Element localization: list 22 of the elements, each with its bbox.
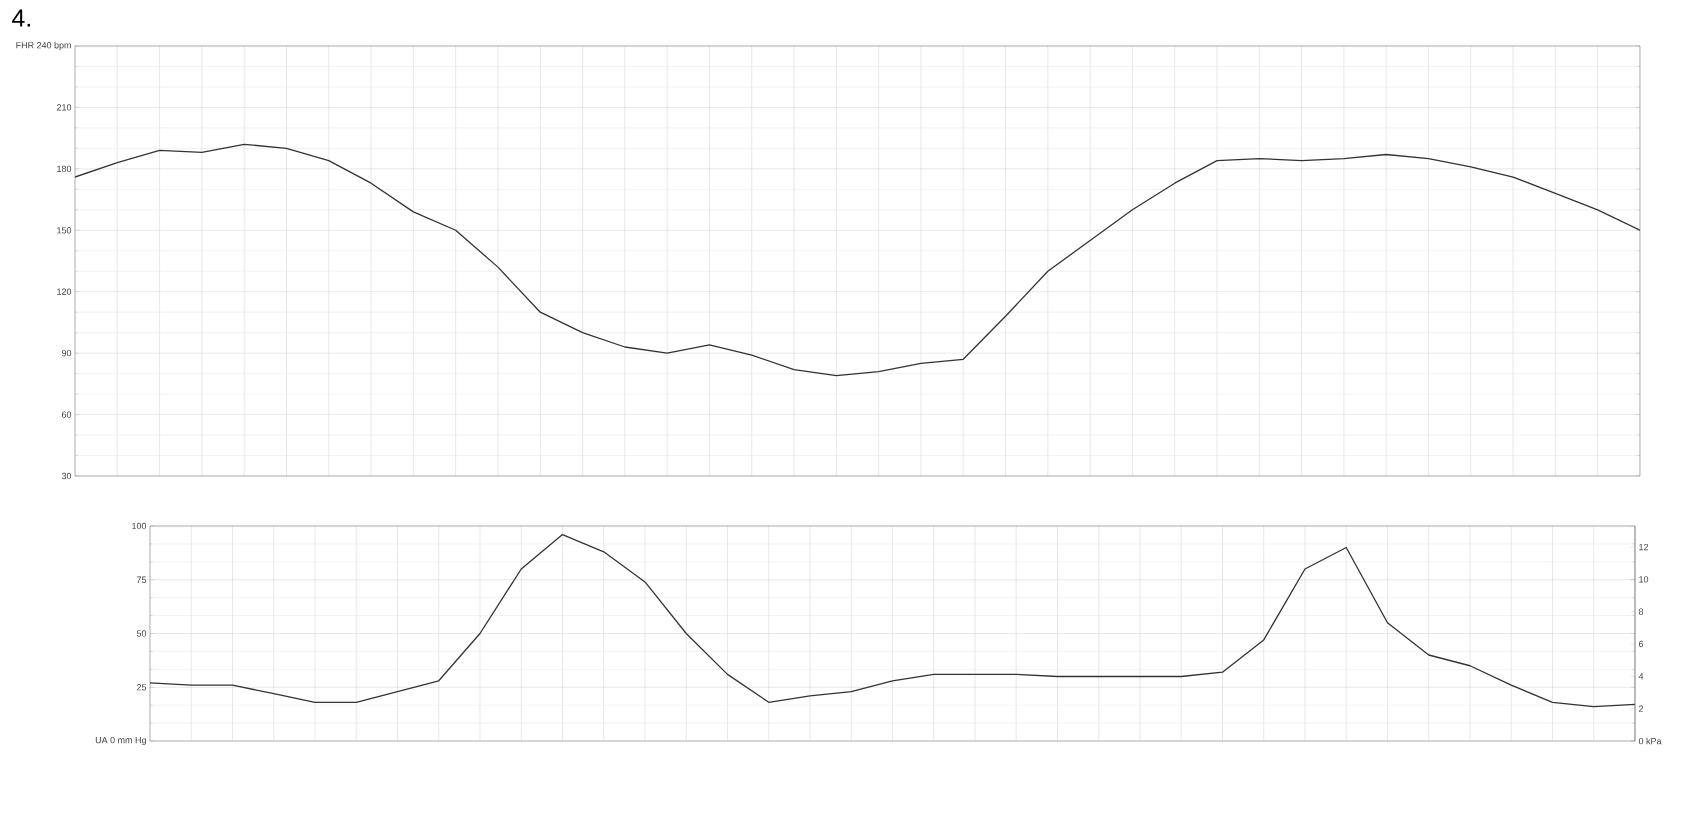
y-tick-label: 60 — [61, 411, 72, 418]
y-tick-label: 100 — [132, 522, 147, 530]
y2-tick-label: 12 — [1639, 543, 1649, 551]
y-tick-label: 75 — [136, 576, 147, 583]
y2-tick-label: 0 kPa — [1638, 737, 1662, 745]
y-tick-label: UA 0 mm Hg — [95, 736, 146, 746]
line-series — [75, 143, 1640, 377]
y-tick-label: 120 — [57, 288, 72, 295]
y2-tick-label: 8 — [1638, 608, 1644, 615]
y-tick-label: 150 — [57, 227, 72, 234]
y-tick-label: FHR 240 bpm — [16, 41, 71, 51]
y2-tick-label: 6 — [1639, 640, 1644, 648]
y-tick-label: 50 — [136, 630, 147, 637]
y-tick-label: 30 — [61, 472, 72, 480]
y-tick-label: 210 — [56, 104, 72, 111]
y-tick-label: 25 — [136, 684, 147, 691]
text: 4. — [12, 9, 30, 27]
y2-tick-label: 2 — [1639, 705, 1644, 712]
y2-tick-label: 4 — [1638, 673, 1644, 680]
y2-tick-label: 10 — [1639, 576, 1649, 583]
y-tick-label: 90 — [61, 349, 72, 357]
y-tick-label: 180 — [57, 165, 72, 173]
